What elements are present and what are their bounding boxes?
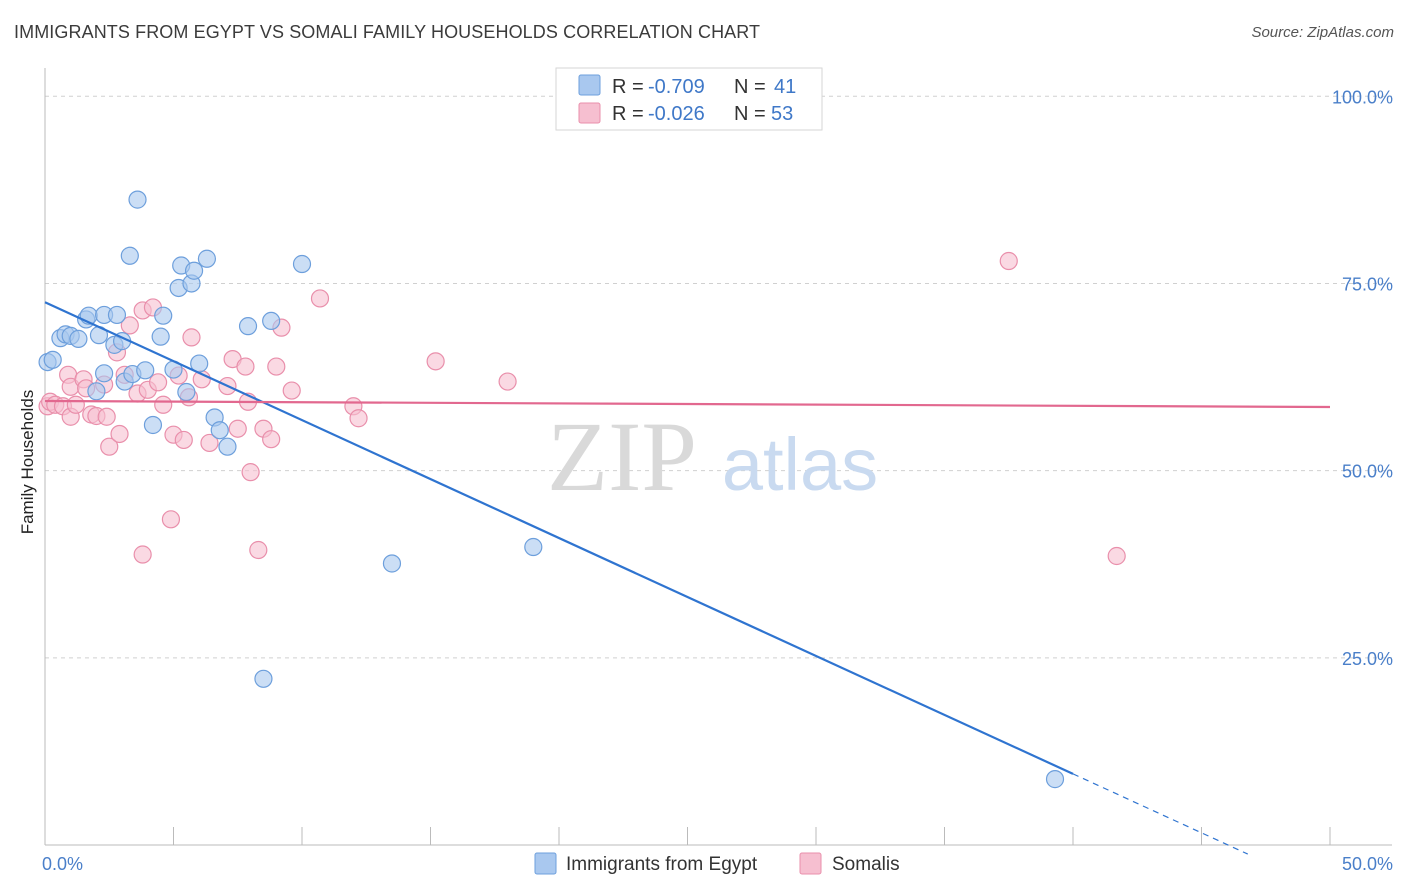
data-point-egypt (87, 382, 106, 401)
bottom-legend-swatch-egypt (534, 852, 557, 875)
data-point-somalis (236, 357, 255, 376)
data-point-somalis (100, 437, 119, 456)
data-point-egypt (184, 261, 204, 280)
legend-n-label-somalis: N = (734, 103, 766, 125)
chart-title: IMMIGRANTS FROM EGYPT VS SOMALI FAMILY H… (14, 22, 761, 42)
gridlines (45, 95, 1392, 659)
data-point-egypt (128, 190, 147, 209)
data-point-somalis (426, 352, 445, 371)
legend-swatch-somalis (578, 102, 601, 124)
legend-r-label-egypt: R = (612, 76, 644, 98)
data-point-egypt (254, 669, 273, 688)
bottom-legend-label-egypt: Immigrants from Egypt (566, 854, 758, 875)
x-tick-label: 0.0% (42, 854, 83, 874)
legend-n-value-egypt: 41 (774, 76, 796, 98)
data-point-egypt (136, 361, 155, 380)
data-point-egypt (69, 329, 88, 348)
series-somalis (38, 251, 1126, 566)
data-point-somalis (241, 463, 260, 482)
legend-n-label-egypt: N = (734, 76, 766, 98)
data-point-somalis (999, 251, 1018, 271)
data-point-somalis (262, 430, 281, 449)
data-point-egypt (1045, 770, 1065, 789)
data-point-somalis (282, 381, 301, 400)
data-point-somalis (66, 395, 85, 414)
y-tick-label: 50.0% (1342, 462, 1393, 482)
data-point-egypt (238, 317, 258, 336)
y-tick-label: 25.0% (1342, 649, 1393, 669)
legend-r-value-somalis: -0.026 (648, 103, 705, 125)
data-point-somalis (174, 430, 193, 450)
data-point-egypt (210, 421, 229, 440)
data-point-egypt (524, 537, 543, 557)
watermark: ZIP atlas (547, 401, 878, 512)
correlation-legend: R = -0.709 N = 41 R = -0.026 N = 53 (555, 67, 823, 131)
data-point-somalis (182, 328, 201, 347)
data-point-egypt (177, 382, 196, 402)
watermark-zip: ZIP (547, 401, 697, 512)
series-legend: Immigrants from Egypt Somalis (534, 852, 900, 875)
data-point-egypt (120, 246, 139, 265)
data-point-somalis (498, 372, 517, 391)
data-point-somalis (1107, 546, 1126, 566)
data-point-somalis (161, 510, 181, 529)
data-point-somalis (228, 419, 247, 438)
data-point-somalis (154, 395, 173, 414)
bottom-legend-label-somalis: Somalis (832, 854, 900, 875)
legend-r-label-somalis: R = (612, 103, 644, 125)
data-point-somalis (200, 433, 219, 453)
watermark-atlas: atlas (722, 423, 878, 506)
data-point-somalis (249, 540, 268, 560)
trendline-egypt (44, 301, 1074, 775)
data-point-somalis (310, 289, 330, 308)
data-point-egypt (95, 364, 114, 383)
data-point-somalis (133, 545, 152, 564)
data-point-somalis (267, 357, 286, 376)
legend-r-value-egypt: -0.709 (648, 76, 705, 98)
data-point-somalis (120, 316, 139, 335)
legend-swatch-egypt (578, 74, 601, 96)
trendline-somalis (44, 399, 1331, 409)
x-tick-label: 50.0% (1342, 854, 1393, 874)
y-tick-label: 100.0% (1332, 87, 1393, 107)
series-egypt (38, 190, 1065, 789)
legend-n-value-somalis: 53 (771, 103, 793, 125)
data-point-somalis (110, 424, 129, 444)
data-point-egypt (292, 254, 312, 274)
source-label: Source: ZipAtlas.com (1251, 24, 1394, 41)
data-point-egypt (43, 350, 62, 369)
data-point-somalis (349, 409, 368, 428)
data-point-egypt (154, 306, 173, 325)
y-axis-label: Family Households (18, 390, 37, 535)
data-point-egypt (262, 311, 281, 331)
data-point-egypt (151, 327, 170, 346)
data-point-egypt (143, 415, 163, 435)
data-point-egypt (218, 437, 237, 456)
data-point-egypt (197, 249, 217, 268)
data-point-egypt (107, 305, 127, 325)
y-tick-label: 75.0% (1342, 274, 1393, 294)
data-point-egypt (382, 554, 402, 573)
trendlines (44, 301, 1331, 855)
tick-labels: 25.0% 50.0% 75.0% 100.0% 0.0% 50.0% (42, 87, 1393, 874)
data-point-somalis (97, 407, 116, 426)
trendline-egypt-extension (1072, 773, 1249, 855)
data-point-somalis (148, 373, 168, 392)
bottom-legend-swatch-somalis (799, 852, 822, 875)
axes (44, 68, 1392, 846)
